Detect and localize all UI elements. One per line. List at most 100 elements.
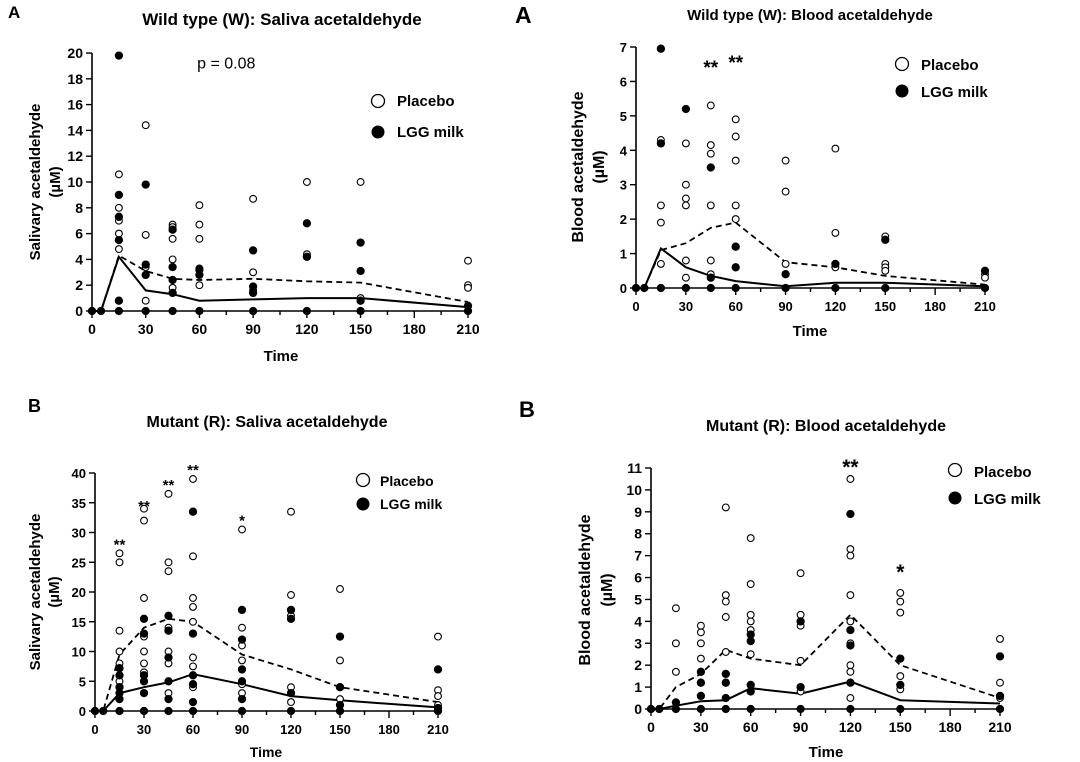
legend-marker-placebo (355, 472, 371, 488)
point-lgg (114, 190, 124, 200)
y-tick-label: 0 (634, 701, 642, 717)
y-axis-label-line1: Blood acetaldehyde (570, 91, 587, 242)
point-lgg (139, 706, 149, 716)
y-tick-label: 6 (75, 226, 83, 242)
y-tick-label: 3 (620, 178, 627, 193)
point-lgg (781, 283, 790, 293)
point-lgg (188, 706, 198, 716)
point-lgg (335, 683, 345, 692)
point-lgg (168, 275, 177, 285)
point-placebo (746, 580, 755, 589)
y-tick-label: 25 (72, 555, 86, 570)
point-placebo (238, 656, 246, 665)
point-placebo (141, 121, 150, 130)
point-placebo (671, 639, 680, 648)
point-lgg (681, 104, 691, 114)
point-lgg (656, 44, 666, 53)
point-lgg (721, 704, 730, 714)
point-placebo (189, 617, 197, 626)
legend-label-placebo: Placebo (397, 93, 455, 110)
point-lgg (164, 611, 173, 620)
point-lgg (781, 270, 790, 279)
point-placebo (781, 259, 790, 268)
y-tick-label: 8 (75, 200, 83, 216)
y-tick-label: 4 (620, 143, 628, 158)
point-placebo (846, 551, 855, 560)
point-placebo (881, 266, 890, 275)
point-placebo (846, 661, 855, 670)
x-tick-label: 180 (378, 722, 400, 737)
significance-marker: * (896, 561, 905, 584)
legend: Placebo LGG milk (894, 56, 988, 101)
point-placebo (731, 215, 740, 224)
point-placebo (996, 634, 1004, 643)
y-tick-label: 10 (626, 482, 642, 498)
y-tick-label: 16 (67, 97, 83, 113)
plot-area: ** ** (631, 44, 990, 293)
y-tick-label: 8 (634, 526, 642, 542)
significance-marker: * (239, 513, 245, 530)
point-lgg (731, 283, 740, 293)
panel-letter: B (519, 397, 535, 422)
y-tick-label: 9 (634, 504, 642, 520)
point-lgg (114, 235, 124, 245)
point-placebo (195, 281, 204, 290)
point-placebo (434, 632, 442, 641)
point-placebo (796, 656, 805, 665)
point-lgg (696, 667, 706, 676)
y-axis-label-line2: (µM) (591, 150, 608, 183)
point-placebo (796, 610, 805, 619)
point-placebo (671, 667, 680, 676)
y-tick-label: 0 (620, 281, 627, 296)
point-lgg (646, 704, 656, 714)
tick-labels: 0 1 2 3 4 5 6 7 0 30 60 90 120 150 180 210 (620, 40, 996, 314)
point-placebo (681, 201, 690, 210)
legend: Placebo LGG milk (370, 93, 464, 141)
point-lgg (302, 219, 312, 228)
point-lgg (188, 629, 198, 638)
point-lgg (195, 306, 204, 316)
x-tick-label: 90 (793, 719, 809, 735)
x-tick-label: 120 (825, 299, 847, 314)
point-placebo (681, 180, 690, 189)
chart-title: Mutant (R): Saliva acetaldehyde (147, 414, 388, 431)
point-lgg (139, 614, 149, 623)
point-placebo (164, 558, 173, 567)
point-placebo (981, 273, 989, 282)
point-lgg (631, 283, 641, 293)
x-tick-label: 30 (679, 299, 693, 314)
point-placebo (731, 156, 740, 165)
point-placebo (115, 549, 124, 558)
point-lgg (721, 669, 730, 679)
point-lgg (248, 306, 258, 316)
point-placebo (164, 489, 173, 498)
y-tick-label: 12 (67, 148, 83, 164)
point-lgg (356, 266, 365, 276)
legend-marker-placebo (894, 56, 910, 72)
y-tick-label: 20 (72, 585, 86, 600)
mean-line-lgg (651, 680, 1001, 710)
point-placebo (656, 218, 665, 227)
y-tick-label: 4 (634, 613, 642, 629)
legend-label-lgg: LGG milk (921, 84, 988, 101)
panel-letter: A (515, 2, 532, 28)
x-tick-label: 30 (138, 321, 154, 337)
y-tick-label: 0 (79, 704, 86, 719)
point-lgg (237, 665, 247, 674)
y-tick-label: 6 (634, 570, 642, 586)
point-placebo (831, 228, 840, 237)
point-placebo (846, 617, 855, 626)
point-placebo (140, 594, 148, 602)
x-tick-label: 30 (693, 719, 709, 735)
plot-area: *** (646, 456, 1005, 714)
x-tick-label: 0 (632, 299, 639, 314)
point-placebo (434, 692, 442, 701)
legend-label-lgg: LGG milk (974, 491, 1041, 508)
point-placebo (249, 194, 258, 203)
point-placebo (706, 201, 715, 210)
legend-label-placebo: Placebo (974, 464, 1032, 481)
point-placebo (721, 503, 730, 512)
point-placebo (189, 475, 197, 483)
point-lgg (114, 306, 124, 316)
point-lgg (114, 51, 124, 60)
